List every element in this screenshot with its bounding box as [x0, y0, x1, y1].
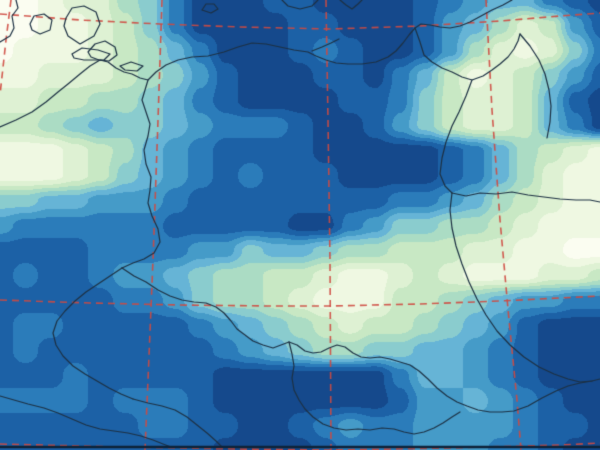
weather-map-viewport [0, 0, 600, 450]
contour-weather-map-canvas [0, 0, 600, 450]
